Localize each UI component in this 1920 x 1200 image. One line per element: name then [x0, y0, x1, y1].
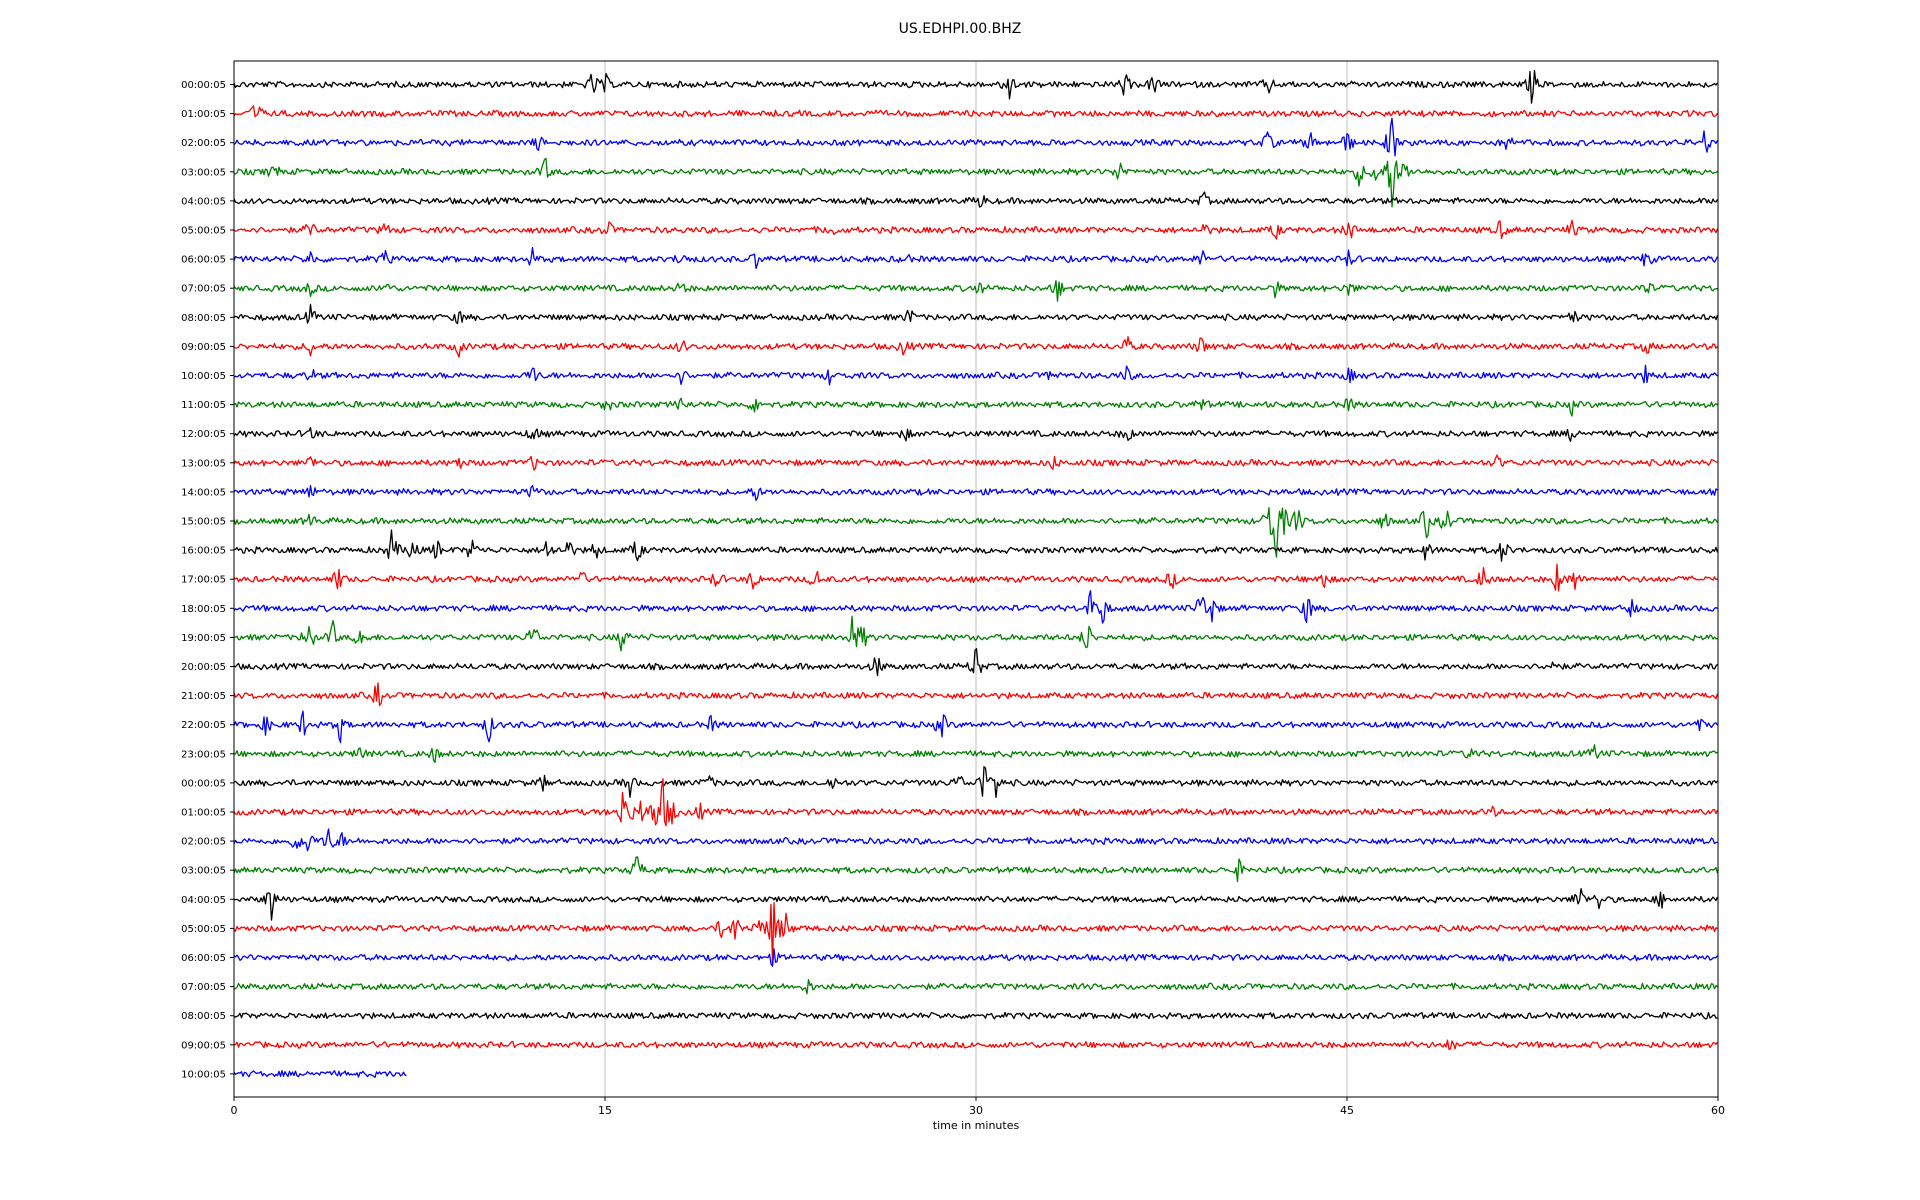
trace-time-label: 00:00:05: [181, 778, 226, 789]
trace-line-27: [233, 856, 1719, 883]
trace-line-10: [233, 364, 1718, 386]
trace-time-label: 18:00:05: [181, 604, 226, 615]
trace-time-label: 03:00:05: [181, 167, 226, 178]
trace-time-label: 04:00:05: [181, 196, 226, 207]
trace-time-label: 15:00:05: [181, 517, 226, 528]
trace-time-label: 08:00:05: [181, 313, 226, 324]
trace-line-33: [233, 1039, 1719, 1051]
trace-time-label: 14:00:05: [181, 487, 226, 498]
trace-line-16: [233, 529, 1719, 562]
trace-time-label: 19:00:05: [181, 633, 226, 644]
trace-line-24: [233, 766, 1718, 799]
x-tick-label: 60: [1711, 1104, 1725, 1117]
trace-line-18: [233, 590, 1718, 624]
trace-time-label: 10:00:05: [181, 371, 226, 382]
trace-time-label: 10:00:05: [181, 1069, 226, 1080]
x-axis-label: time in minutes: [933, 1119, 1020, 1132]
trace-time-label: 09:00:05: [181, 342, 226, 353]
trace-line-12: [233, 426, 1718, 442]
trace-time-label: 01:00:05: [181, 808, 226, 819]
trace-time-label: 02:00:05: [181, 837, 226, 848]
x-tick-label: 15: [598, 1104, 612, 1117]
chart-title: US.EDHPI.00.BHZ: [898, 21, 1022, 37]
trace-time-label: 02:00:05: [181, 138, 226, 149]
trace-line-7: [233, 280, 1718, 302]
trace-time-label: 07:00:05: [181, 982, 226, 993]
trace-time-label: 06:00:05: [181, 953, 226, 964]
trace-line-1: [233, 105, 1719, 118]
trace-time-label: 13:00:05: [181, 458, 226, 469]
x-tick-label: 0: [231, 1104, 238, 1117]
trace-line-9: [233, 336, 1718, 358]
trace-time-label: 03:00:05: [181, 866, 226, 877]
trace-line-28: [233, 888, 1719, 921]
trace-time-label: 05:00:05: [181, 226, 226, 237]
trace-time-labels: 00:00:05 01:00:05 02:00:05 03:00:05 04:00:05…: [181, 80, 234, 1080]
trace-line-21: [233, 682, 1719, 707]
trace-line-26: [233, 828, 1718, 852]
trace-time-label: 20:00:05: [181, 662, 226, 673]
trace-time-label: 06:00:05: [181, 255, 226, 266]
x-tick-label: 30: [969, 1104, 983, 1117]
x-tick-label: 45: [1340, 1104, 1354, 1117]
trace-line-17: [233, 563, 1718, 592]
trace-line-11: [233, 397, 1718, 417]
trace-line-25: [233, 778, 1719, 827]
trace-line-30: [233, 948, 1719, 967]
trace-line-23: [233, 744, 1718, 764]
trace-line-34: [233, 1070, 407, 1078]
trace-line-6: [233, 246, 1719, 270]
trace-time-label: 21:00:05: [181, 691, 226, 702]
trace-time-label: 05:00:05: [181, 924, 226, 935]
trace-time-label: 17:00:05: [181, 575, 226, 586]
trace-time-label: 11:00:05: [181, 400, 226, 411]
trace-line-14: [233, 484, 1718, 502]
trace-time-label: 16:00:05: [181, 546, 226, 557]
trace-line-31: [233, 979, 1718, 995]
trace-line-4: [233, 191, 1719, 208]
trace-line-22: [233, 710, 1719, 744]
trace-line-5: [233, 219, 1719, 240]
x-axis-ticks: 0 15 30 45 60: [231, 1097, 1725, 1117]
trace-line-20: [233, 648, 1718, 677]
trace-time-label: 07:00:05: [181, 284, 226, 295]
trace-time-label: 22:00:05: [181, 720, 226, 731]
seismic-traces: [233, 69, 1719, 1078]
trace-time-label: 12:00:05: [181, 429, 226, 440]
grid-lines: [604, 61, 1348, 1097]
trace-line-13: [233, 454, 1718, 471]
trace-line-8: [233, 303, 1719, 325]
trace-time-label: 09:00:05: [181, 1040, 226, 1051]
trace-line-32: [233, 1011, 1718, 1020]
trace-line-3: [234, 157, 1718, 208]
trace-time-label: 01:00:05: [181, 109, 226, 120]
trace-line-29: [233, 901, 1718, 965]
trace-line-0: [233, 69, 1719, 104]
trace-time-label: 23:00:05: [181, 749, 226, 760]
trace-time-label: 08:00:05: [181, 1011, 226, 1022]
trace-time-label: 00:00:05: [181, 80, 226, 91]
trace-line-2: [233, 117, 1719, 157]
trace-line-15: [233, 507, 1719, 558]
trace-line-19: [233, 615, 1718, 652]
trace-time-label: 04:00:05: [181, 895, 226, 906]
